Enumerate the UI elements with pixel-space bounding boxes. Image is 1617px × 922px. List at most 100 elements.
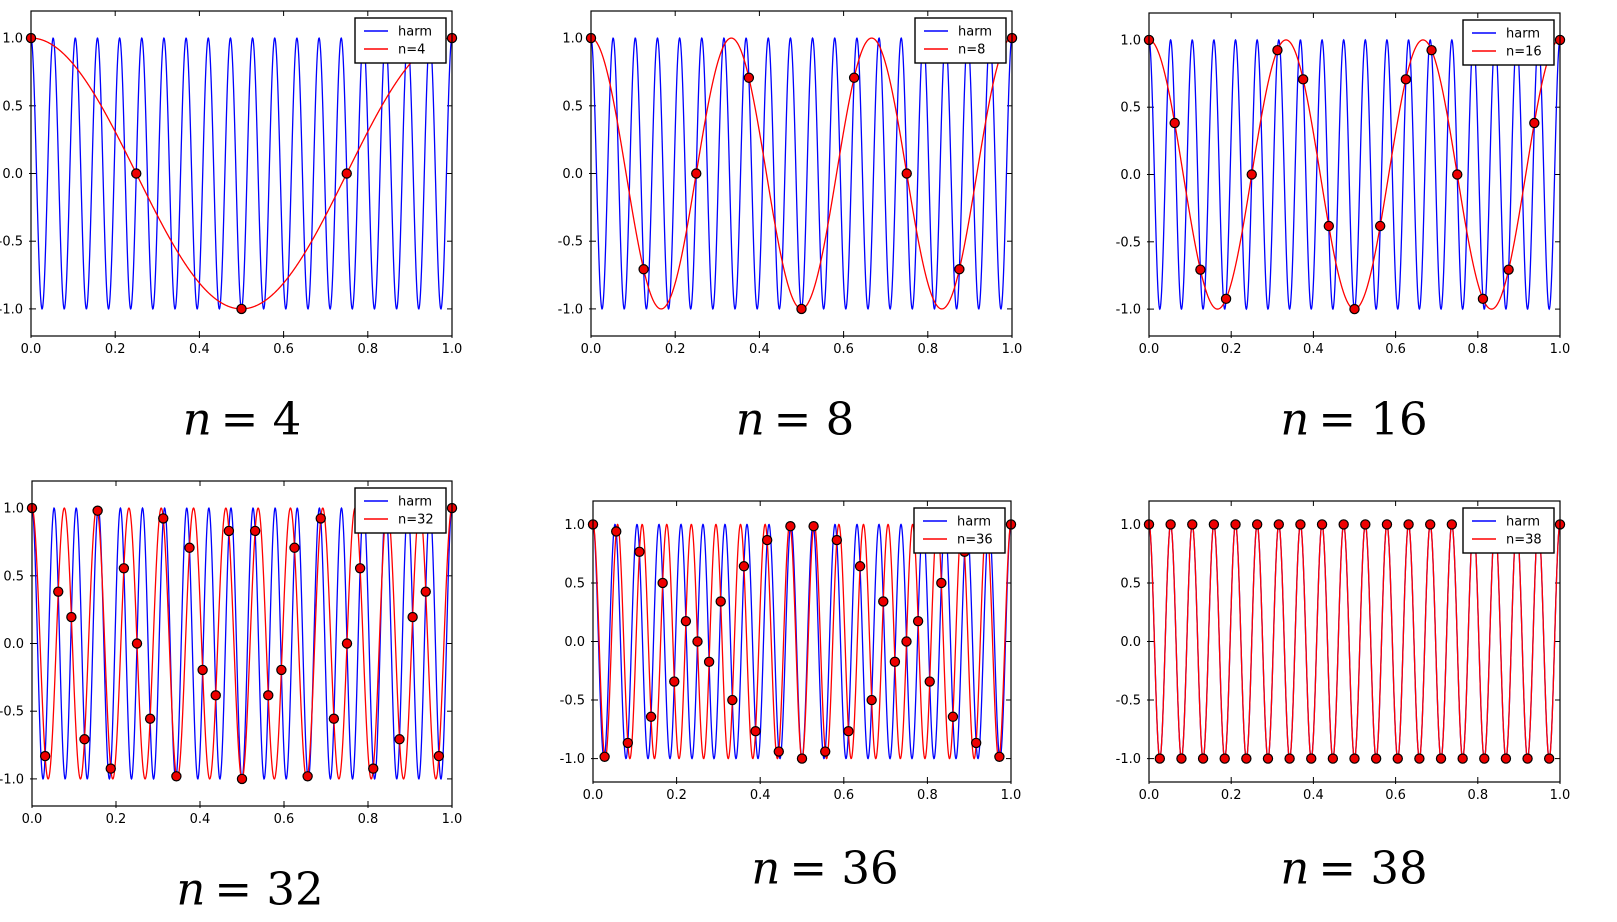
sample-marker (1370, 753, 1382, 764)
sample-marker (315, 513, 326, 524)
x-tick-label: 0.2 (666, 788, 687, 803)
legend-alias-label: n=4 (398, 43, 425, 58)
x-tick-label: 0.0 (22, 812, 43, 827)
caption-value: = 32 (214, 862, 324, 916)
sample-marker (622, 737, 634, 749)
x-tick-label: 0.8 (357, 342, 378, 357)
sample-marker (901, 168, 912, 179)
caption-n16: n = 16 (1280, 393, 1427, 446)
sample-marker (1349, 303, 1360, 315)
legend-harm-label: harm (398, 25, 432, 40)
sample-marker (796, 303, 807, 315)
sample-marker (785, 521, 796, 532)
y-tick-label: 0.0 (1120, 635, 1141, 650)
sample-marker (743, 72, 755, 83)
sample-marker (924, 676, 935, 687)
axes-n4: 0.0 0.2 0.4 0.6 0.8 1.0 1.0 0.5 0.0 -0.5 -1.0 harm n… (0, 10, 462, 357)
x-tick-label: 0.4 (1303, 342, 1324, 357)
sample-marker (1435, 753, 1447, 764)
x-tick-label: 0.0 (1139, 342, 1160, 357)
subplot-n16: 0.0 0.2 0.4 0.6 0.8 1.0 1.0 0.5 0.0 -0.5 -1.0 harm n… (1116, 12, 1570, 357)
sample-marker (954, 264, 965, 275)
caption-value: = 4 (220, 392, 302, 446)
sample-marker (1425, 519, 1436, 530)
sample-marker (407, 611, 418, 623)
x-tick-label: 0.4 (749, 342, 770, 357)
sample-marker (703, 656, 715, 668)
legend-harm-label: harm (398, 495, 432, 510)
caption-n8: n = 8 (736, 393, 855, 446)
x-tick-label: 0.6 (833, 342, 854, 357)
sample-marker (276, 664, 287, 676)
sample-marker (599, 751, 610, 762)
sample-marker (1543, 753, 1555, 764)
x-tick-label: 0.8 (358, 812, 379, 827)
y-tick-label: -1.0 (560, 752, 585, 767)
sample-marker (1306, 753, 1317, 764)
legend-box (914, 17, 1007, 64)
sample-marker (1403, 519, 1414, 530)
y-tick-label: -0.5 (1116, 235, 1141, 250)
x-tick-label: 0.8 (1467, 788, 1488, 803)
sample-marker (210, 690, 221, 701)
sample-marker (645, 711, 657, 722)
y-tick-label: 0.0 (3, 637, 24, 652)
x-tick-label: 1.0 (1550, 788, 1571, 803)
y-tick-label: -0.5 (1116, 694, 1141, 709)
sample-marker (1241, 753, 1252, 764)
sample-marker (669, 676, 680, 687)
y-tick-label: 0.0 (562, 167, 583, 182)
sample-marker (1479, 753, 1490, 764)
sample-marker (368, 763, 379, 774)
sample-marker (66, 611, 77, 623)
plot-border (592, 500, 1012, 783)
sample-marker (263, 690, 274, 701)
sample-marker (1273, 519, 1284, 530)
axes-n38: 0.0 0.2 0.4 0.6 0.8 1.0 1.0 0.5 0.0 -0.5 -1.0 harm n… (1116, 500, 1570, 803)
sample-markers (26, 502, 458, 785)
x-tick-label: 0.4 (190, 812, 211, 827)
legend-harm-label: harm (958, 25, 992, 40)
sample-marker (236, 773, 248, 785)
x-tick-label: 0.8 (1467, 342, 1488, 357)
x-tick-label: 0.2 (1221, 342, 1242, 357)
sample-marker (738, 561, 750, 572)
caption-n4: n = 4 (183, 393, 302, 446)
legend-alias-label: n=32 (398, 513, 434, 528)
y-tick-label: 0.0 (1120, 168, 1141, 183)
x-tick-label: 0.8 (917, 342, 938, 357)
subplot-n4: 0.0 0.2 0.4 0.6 0.8 1.0 1.0 0.5 0.0 -0.5 -1.0 harm n… (0, 10, 462, 357)
sample-marker (831, 534, 843, 546)
axes-n32: 0.0 0.2 0.4 0.6 0.8 1.0 1.0 0.5 0.0 -0.5 -1.0 harm n… (0, 480, 462, 827)
plot-background (32, 481, 452, 806)
sample-marker (1446, 519, 1458, 530)
caption-variable: n (182, 392, 212, 446)
sample-marker (341, 638, 353, 649)
sample-marker (420, 586, 431, 597)
sample-marker (1297, 74, 1309, 85)
sample-marker (1400, 74, 1412, 85)
sample-marker (1327, 753, 1339, 764)
sample-marker (750, 725, 761, 737)
sample-marker (1477, 293, 1489, 305)
sample-marker (1360, 519, 1371, 530)
sample-marker (634, 546, 645, 558)
sample-marker (1295, 519, 1306, 530)
x-tick-label: 0.0 (583, 788, 604, 803)
y-tick-label: 1.0 (2, 32, 23, 47)
plot-border (30, 10, 453, 337)
x-tick-label: 0.6 (833, 788, 854, 803)
y-tick-label: -1.0 (558, 302, 583, 317)
sample-marker (657, 577, 668, 589)
x-tick-label: 0.2 (105, 342, 126, 357)
sample-marker (1381, 519, 1393, 530)
x-tick-label: 0.2 (1221, 788, 1242, 803)
sample-marker (197, 664, 208, 676)
y-tick-label: -0.5 (560, 694, 585, 709)
sample-marker (158, 513, 169, 524)
caption-variable: n (176, 862, 206, 916)
sample-marker (249, 525, 261, 537)
y-tick-label: 1.0 (564, 518, 585, 533)
sample-marker (1503, 264, 1514, 275)
sample-marker (302, 771, 313, 782)
